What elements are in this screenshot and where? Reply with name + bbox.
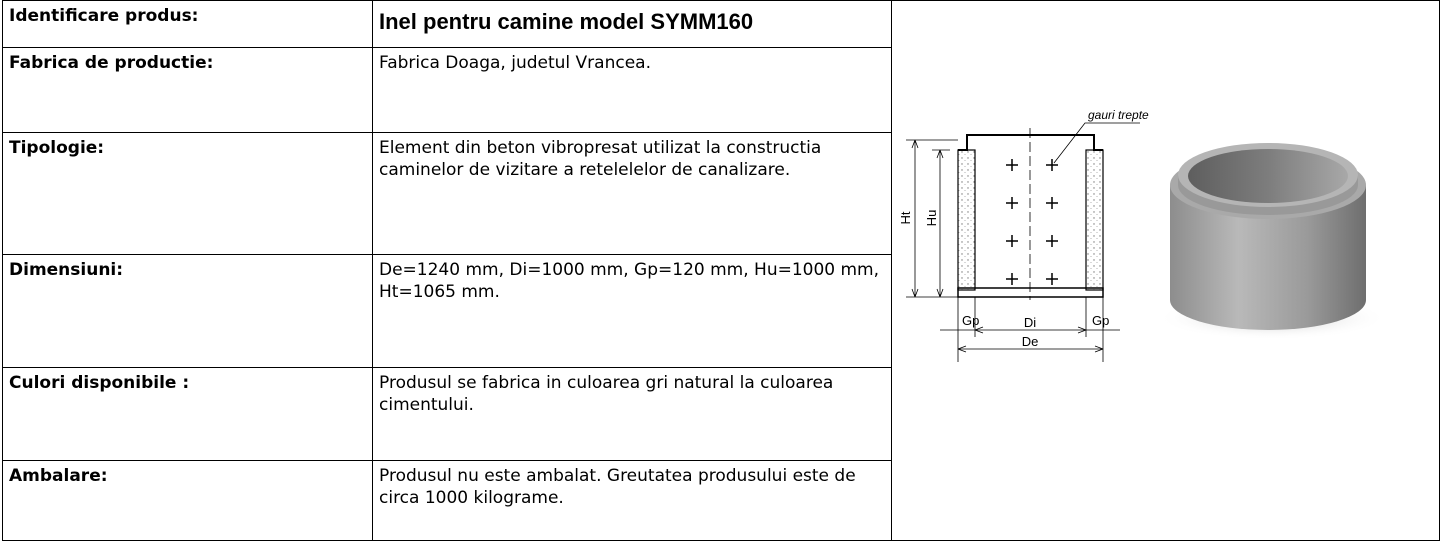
value-cell: Produsul se fabrica in culoarea gri natu… bbox=[372, 367, 892, 461]
figure-cell bbox=[891, 0, 1440, 541]
label-cell: Ambalare: bbox=[2, 460, 373, 541]
label-cell: Dimensiuni: bbox=[2, 254, 373, 368]
label-cell: Fabrica de productie: bbox=[2, 47, 373, 133]
label-cell: Tipologie: bbox=[2, 132, 373, 255]
label-cell: Culori disponibile : bbox=[2, 367, 373, 461]
value-cell: De=1240 mm, Di=1000 mm, Gp=120 mm, Hu=10… bbox=[372, 254, 892, 368]
value-cell: Produsul nu este ambalat. Greutatea prod… bbox=[372, 460, 892, 541]
value-cell: Fabrica Doaga, judetul Vrancea. bbox=[372, 47, 892, 133]
label-cell: Identificare produs: bbox=[2, 0, 373, 48]
title-cell: Inel pentru camine model SYMM160 bbox=[372, 0, 892, 48]
value-cell: Element din beton vibropresat utilizat l… bbox=[372, 132, 892, 255]
